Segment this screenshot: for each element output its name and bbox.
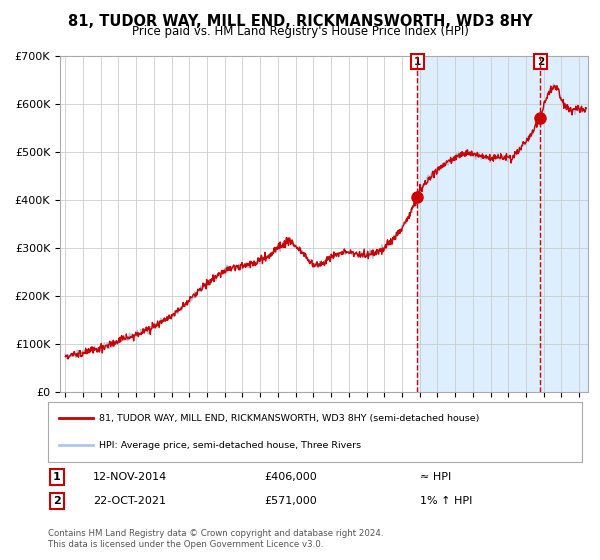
Text: 1% ↑ HPI: 1% ↑ HPI [420,496,472,506]
Text: £571,000: £571,000 [264,496,317,506]
Text: 1: 1 [414,57,421,67]
Text: £406,000: £406,000 [264,472,317,482]
Text: 81, TUDOR WAY, MILL END, RICKMANSWORTH, WD3 8HY (semi-detached house): 81, TUDOR WAY, MILL END, RICKMANSWORTH, … [99,414,479,423]
Text: 12-NOV-2014: 12-NOV-2014 [93,472,167,482]
Text: HPI: Average price, semi-detached house, Three Rivers: HPI: Average price, semi-detached house,… [99,441,361,450]
Bar [418,56,600,392]
Text: Price paid vs. HM Land Registry's House Price Index (HPI): Price paid vs. HM Land Registry's House … [131,25,469,38]
Text: 1: 1 [53,472,61,482]
Text: 81, TUDOR WAY, MILL END, RICKMANSWORTH, WD3 8HY: 81, TUDOR WAY, MILL END, RICKMANSWORTH, … [68,14,532,29]
Text: 2: 2 [53,496,61,506]
Text: ≈ HPI: ≈ HPI [420,472,451,482]
Text: 22-OCT-2021: 22-OCT-2021 [93,496,166,506]
Text: This data is licensed under the Open Government Licence v3.0.: This data is licensed under the Open Gov… [48,540,323,549]
Text: Contains HM Land Registry data © Crown copyright and database right 2024.: Contains HM Land Registry data © Crown c… [48,529,383,538]
Text: 2: 2 [537,57,544,67]
